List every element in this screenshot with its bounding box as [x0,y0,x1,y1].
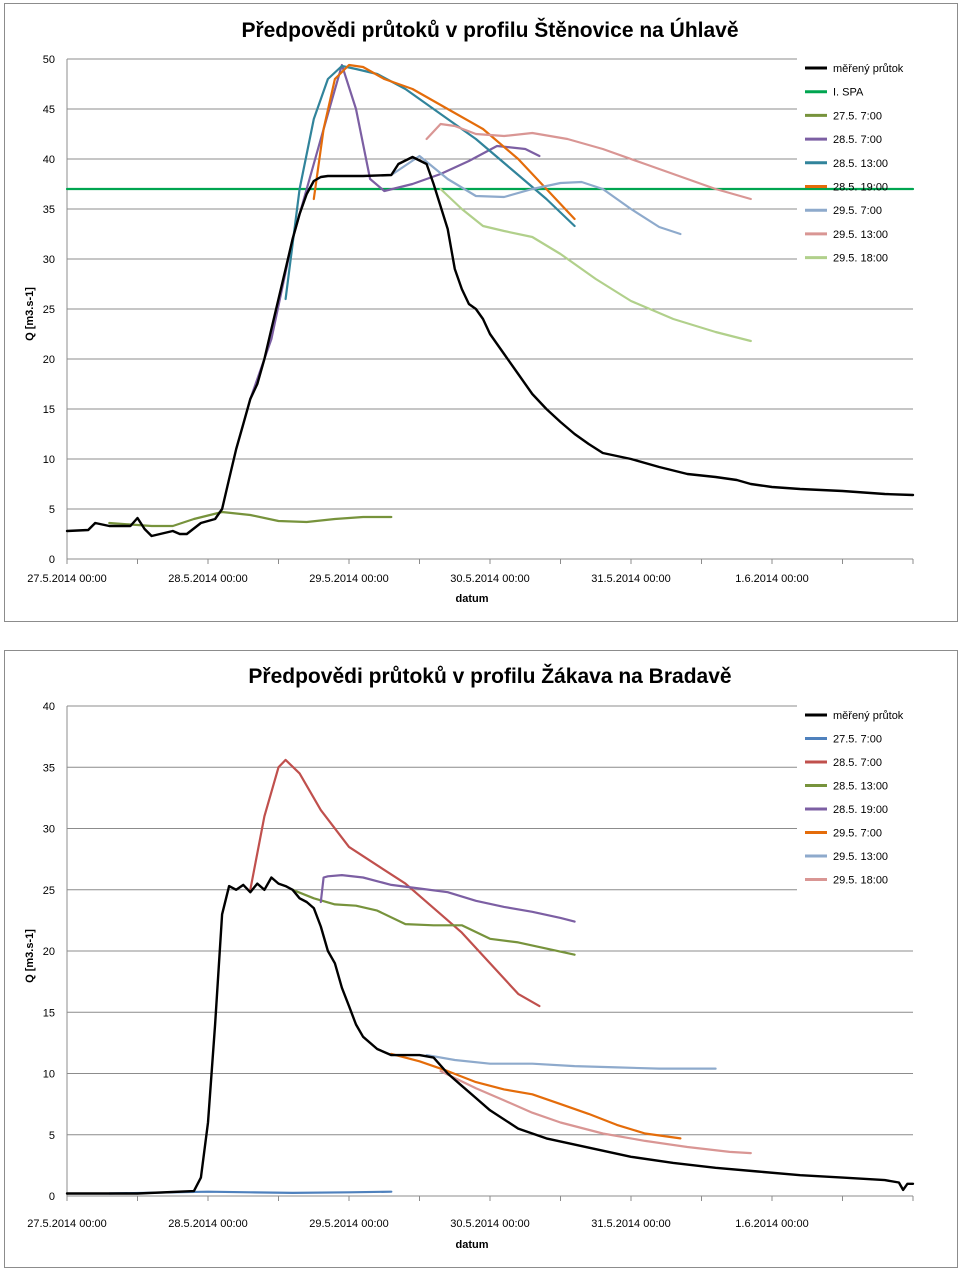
x-tick-label: 29.5.2014 00:00 [309,573,389,585]
legend-label: měřený průtok [833,710,904,722]
legend-label: 29.5. 13:00 [833,851,888,863]
legend-label: 28.5. 19:00 [833,804,888,816]
series-line-0 [65,155,915,538]
series-line-8 [439,187,752,343]
legend-label: 28.5. 7:00 [833,757,882,769]
x-axis-label: datum [456,593,489,605]
series-line-7 [425,122,752,201]
legend-label: 27.5. 7:00 [833,734,882,746]
legend-label: 28.5. 13:00 [833,158,888,170]
x-tick-label: 30.5.2014 00:00 [450,573,530,585]
y-tick-label: 20 [43,354,55,366]
legend-background [797,58,915,280]
y-tick-label: 40 [43,701,55,713]
legend-label: 29.5. 18:00 [833,253,888,265]
chart-svg-stenovice: Předpovědi průtoků v profilu Štěnovice n… [24,18,915,605]
series-line-4 [319,874,576,923]
x-tick-label: 31.5.2014 00:00 [591,573,671,585]
y-axis-label: Q [m3.s-1] [24,929,36,983]
legend-label: 29.5. 18:00 [833,875,888,887]
y-tick-label: 20 [43,946,55,958]
y-tick-label: 10 [43,1069,55,1081]
x-tick-label: 28.5.2014 00:00 [168,573,248,585]
legend-label: 28.5. 7:00 [833,134,882,146]
chart-panel-stenovice: Předpovědi průtoků v profilu Štěnovice n… [4,3,958,622]
series-line-7 [439,1070,752,1155]
series-line-3 [291,888,576,956]
legend-label: 28.5. 19:00 [833,182,888,194]
y-tick-label: 30 [43,254,55,266]
legend-label: I. SPA [833,87,864,99]
y-tick-label: 5 [49,504,55,516]
y-tick-label: 15 [43,404,55,416]
y-tick-label: 0 [49,554,55,566]
x-tick-label: 28.5.2014 00:00 [168,1218,248,1230]
y-tick-label: 5 [49,1130,55,1142]
y-tick-label: 10 [43,454,55,466]
chart-panel-zakava: Předpovědi průtoků v profilu Žákava na B… [4,650,958,1268]
y-tick-label: 40 [43,154,55,166]
x-tick-label: 27.5.2014 00:00 [27,1218,107,1230]
legend-label: 29.5. 7:00 [833,205,882,217]
series-line-0 [65,876,915,1195]
y-tick-label: 45 [43,104,55,116]
series-line-6 [390,154,682,236]
y-axis-label: Q [m3.s-1] [24,287,36,341]
chart-title: Předpovědi průtoků v profilu Štěnovice n… [241,18,738,42]
y-tick-label: 30 [43,824,55,836]
x-tick-label: 31.5.2014 00:00 [591,1218,671,1230]
series-line-2 [108,510,393,528]
y-tick-label: 35 [43,204,55,216]
y-tick-label: 0 [49,1191,55,1203]
legend-label: měřený průtok [833,63,904,75]
y-tick-label: 15 [43,1007,55,1019]
y-tick-label: 25 [43,885,55,897]
x-tick-label: 1.6.2014 00:00 [735,573,808,585]
x-axis-label: datum [456,1239,489,1251]
x-tick-label: 1.6.2014 00:00 [735,1218,808,1230]
x-tick-label: 29.5.2014 00:00 [309,1218,389,1230]
legend-label: 29.5. 7:00 [833,828,882,840]
legend-label: 27.5. 7:00 [833,110,882,122]
legend-label: 29.5. 13:00 [833,229,888,241]
chart-title: Předpovědi průtoků v profilu Žákava na B… [248,664,731,688]
x-tick-label: 27.5.2014 00:00 [27,573,107,585]
y-tick-label: 35 [43,762,55,774]
legend-label: 28.5. 13:00 [833,781,888,793]
series-line-2 [249,758,541,1008]
chart-svg-zakava: Předpovědi průtoků v profilu Žákava na B… [24,664,915,1251]
series-line-5 [312,63,576,221]
y-tick-label: 50 [43,54,55,66]
y-tick-label: 25 [43,304,55,316]
series-line-5 [390,1052,682,1140]
x-tick-label: 30.5.2014 00:00 [450,1218,530,1230]
series-line-6 [425,1054,717,1070]
